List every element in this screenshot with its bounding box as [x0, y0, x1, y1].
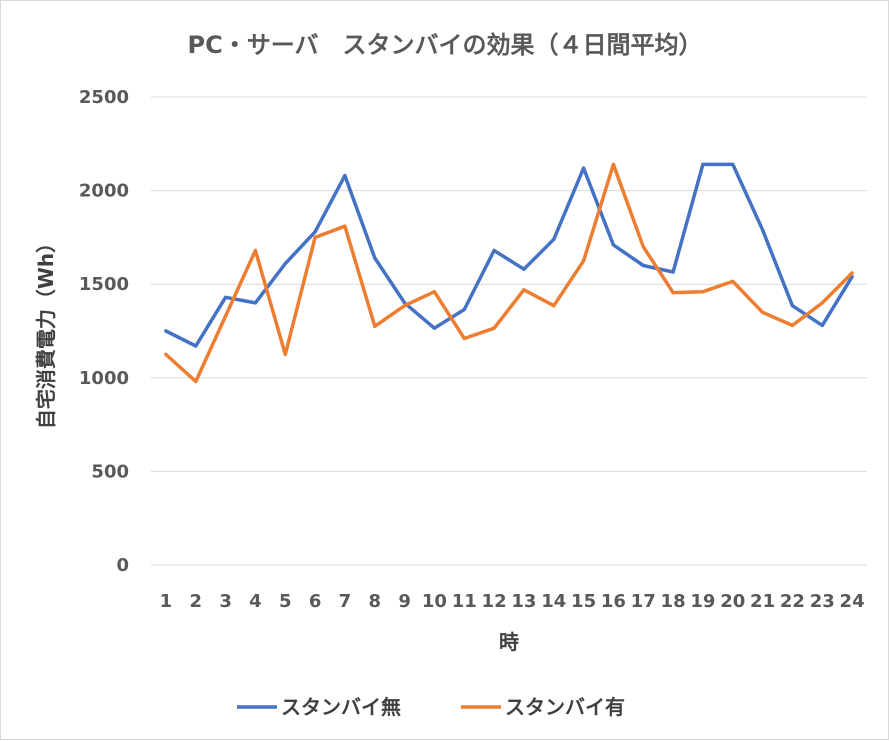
x-tick-label: 17 [631, 591, 656, 612]
data-point-s1-12 [492, 248, 496, 253]
x-tick-label: 12 [482, 591, 507, 612]
x-tick-label: 21 [750, 591, 775, 612]
legend-label-1: スタンバイ無 [281, 695, 401, 719]
data-point-s2-18 [671, 291, 675, 295]
data-point-s1-8 [373, 256, 377, 260]
data-point-s2-20 [731, 279, 735, 283]
data-point-s2-13 [522, 288, 526, 292]
y-tick-label: 2500 [79, 87, 129, 108]
data-point-s1-3 [223, 295, 228, 299]
x-tick-label: 13 [511, 591, 536, 612]
data-point-s1-10 [432, 326, 437, 330]
x-tick-label: 2 [189, 591, 202, 612]
data-point-s2-2 [194, 379, 198, 384]
data-point-s1-22 [790, 304, 795, 308]
data-point-s1-4 [253, 301, 258, 305]
data-point-s1-21 [760, 228, 765, 232]
data-point-s2-14 [552, 304, 556, 308]
data-point-s2-1 [164, 352, 168, 356]
x-tick-label: 11 [452, 591, 477, 612]
data-point-s1-13 [522, 267, 526, 271]
y-tick-label: 0 [116, 555, 129, 576]
data-point-s1-18 [671, 270, 675, 274]
data-point-s2-24 [850, 271, 854, 275]
series-line-2 [164, 162, 854, 384]
data-point-s1-1 [164, 329, 168, 333]
data-point-s2-21 [760, 310, 765, 314]
data-point-s1-7 [343, 174, 347, 178]
data-point-s2-15 [581, 259, 586, 263]
data-point-s2-23 [820, 301, 824, 305]
data-point-s1-19 [701, 162, 705, 166]
x-tick-label: 1 [160, 591, 173, 612]
x-tick-label: 24 [840, 591, 865, 612]
data-point-s1-20 [731, 162, 735, 166]
x-tick-label: 10 [422, 591, 447, 612]
legend-label-2: スタンバイ有 [505, 695, 625, 719]
data-point-s2-12 [492, 326, 496, 330]
x-axis-title: 時 [499, 630, 519, 654]
data-point-s1-2 [194, 344, 198, 348]
gridlines [151, 96, 867, 566]
data-point-s2-5 [283, 352, 287, 356]
data-point-s1-23 [820, 323, 824, 327]
y-tick-label: 2000 [79, 181, 129, 202]
x-tick-label: 16 [601, 591, 626, 612]
data-point-s2-11 [462, 336, 466, 341]
data-point-s1-11 [462, 307, 466, 312]
data-point-s1-16 [611, 243, 616, 247]
data-point-s2-4 [253, 248, 258, 253]
x-tick-label: 19 [690, 591, 715, 612]
x-tick-label: 14 [541, 591, 566, 612]
x-tick-label: 20 [720, 591, 745, 612]
x-tick-label: 6 [309, 591, 322, 612]
data-point-s2-22 [790, 323, 795, 327]
x-tick-label: 4 [249, 591, 262, 612]
x-tick-label: 3 [219, 591, 232, 612]
data-point-s2-19 [701, 290, 705, 294]
y-tick-label: 500 [91, 461, 129, 482]
data-point-s1-6 [313, 230, 317, 234]
legend: スタンバイ無 スタンバイ有 [237, 695, 625, 719]
data-point-s2-7 [343, 224, 347, 228]
y-tick-label: 1000 [79, 368, 129, 389]
data-point-s1-15 [581, 166, 586, 170]
x-tick-label: 23 [810, 591, 835, 612]
data-point-s2-17 [641, 245, 645, 249]
data-point-s1-14 [552, 237, 556, 241]
x-tick-label: 8 [368, 591, 381, 612]
y-tick-label: 1500 [79, 274, 129, 295]
x-tick-label: 18 [661, 591, 686, 612]
data-point-s2-8 [373, 324, 377, 328]
chart-title: PC・サーバ スタンバイの効果（４日間平均） [188, 31, 703, 59]
x-tick-label: 22 [780, 591, 805, 612]
x-tick-label: 7 [339, 591, 352, 612]
data-point-s2-9 [402, 304, 407, 308]
data-point-s2-16 [611, 162, 616, 166]
data-point-s2-6 [313, 235, 317, 239]
data-point-s2-10 [432, 290, 437, 294]
data-point-s1-5 [283, 262, 287, 266]
y-axis-ticks: 0 500 1000 1500 2000 2500 [79, 87, 129, 576]
series-line-1 [164, 162, 854, 348]
data-point-s1-17 [641, 263, 645, 268]
data-point-s2-3 [223, 314, 228, 318]
x-tick-label: 15 [571, 591, 596, 612]
series-lines [164, 162, 854, 384]
y-axis-title: 自宅消費電力（Wh） [34, 233, 58, 429]
x-tick-label: 5 [279, 591, 292, 612]
x-axis-ticks: 1 2 3 4 5 6 7 8 9 10 11 12 13 14 15 16 17 18 19 20 21 22 23 24 [160, 591, 865, 612]
x-tick-label: 9 [398, 591, 411, 612]
